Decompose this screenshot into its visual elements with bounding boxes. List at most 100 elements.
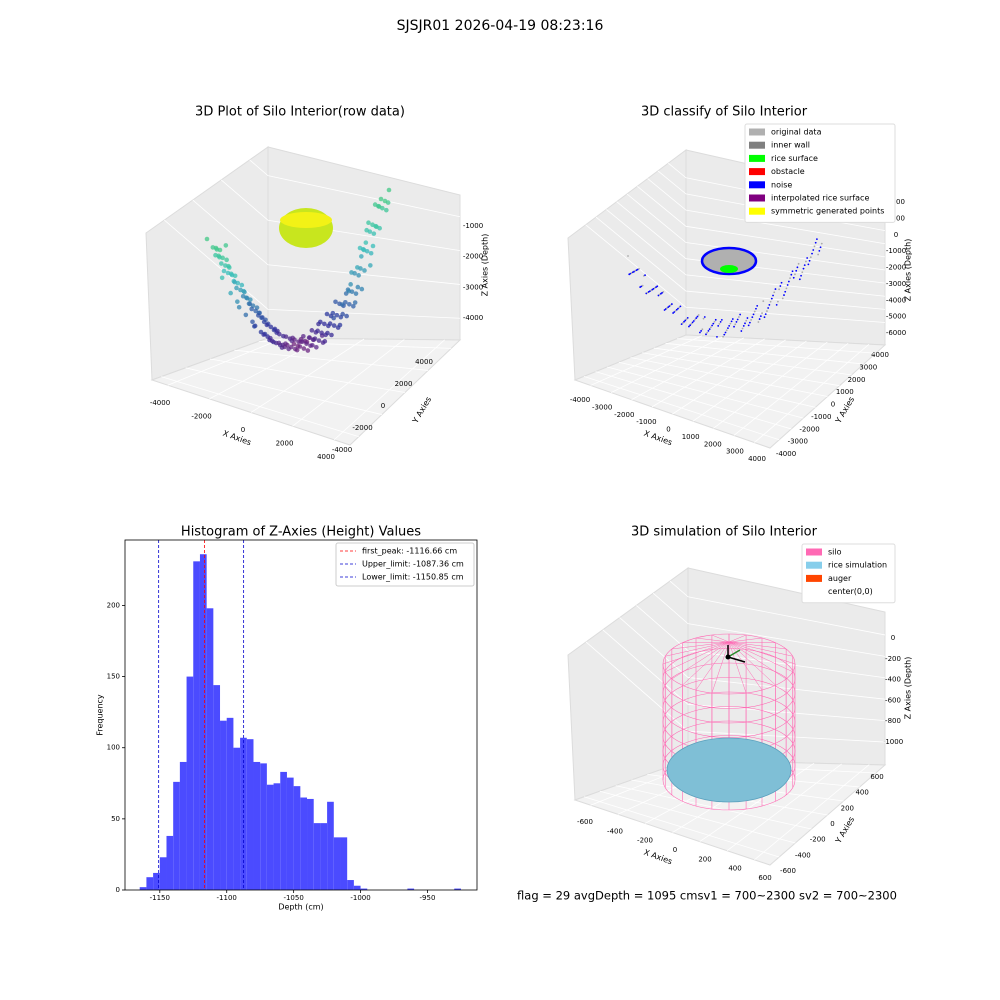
point-cloud-dot: [813, 245, 816, 248]
histogram-bar: [240, 737, 247, 890]
x-tick-label: -1100: [217, 894, 237, 902]
point-cloud-dot: [784, 290, 787, 293]
grid-line: [677, 338, 876, 354]
point-cloud-dot: [294, 347, 300, 353]
point-cloud-dot: [751, 316, 754, 319]
legend-swatch: [749, 141, 765, 149]
point-cloud-dot: [331, 323, 337, 328]
point-cloud-dot: [709, 326, 712, 329]
point-cloud-dot: [300, 339, 305, 344]
point-cloud-dot: [801, 271, 804, 274]
point-cloud-dot: [757, 321, 760, 323]
point-cloud-dot: [656, 285, 659, 288]
z-tick-label: -1000: [886, 247, 906, 255]
point-cloud-dot: [355, 284, 361, 290]
point-cloud-dot: [242, 289, 247, 295]
point-cloud-dot: [667, 306, 670, 309]
point-cloud-dot: [794, 273, 796, 276]
chart-title: Histogram of Z-Axies (Height) Values: [181, 525, 421, 540]
point-cloud-dot: [333, 299, 338, 305]
histogram-bar: [253, 761, 261, 890]
point-cloud-dot: [800, 274, 802, 277]
point-cloud-dot: [329, 332, 334, 338]
point-cloud-dot: [783, 294, 785, 296]
legend-box: [801, 543, 896, 604]
point-cloud-dot: [767, 307, 770, 309]
point-cloud-dot: [213, 252, 218, 258]
point-cloud-dot: [753, 310, 756, 313]
x-tick-label: 3000: [726, 448, 744, 456]
y-tick-label: 0: [831, 401, 835, 409]
x-tick-label: -1000: [636, 418, 656, 426]
silo-wire: [671, 641, 730, 650]
point-cloud-dot: [362, 268, 367, 273]
y-tick-label: 0: [830, 820, 834, 828]
point-cloud-dot: [796, 266, 799, 269]
point-cloud-dot: [766, 310, 768, 312]
point-cloud-dot: [359, 254, 364, 259]
legend-swatch: [806, 548, 822, 556]
point-cloud-dot: [720, 318, 723, 321]
point-cloud-dot: [747, 324, 750, 327]
x-tick-label: -600: [577, 818, 593, 826]
grid-line: [185, 367, 382, 415]
x-tick-label: 0: [666, 426, 670, 434]
point-cloud-dot: [330, 310, 336, 316]
point-cloud-dot: [384, 207, 389, 213]
chart-title: 3D classify of Silo Interior: [641, 105, 808, 120]
point-cloud-dot: [673, 311, 676, 313]
point-cloud-dot: [224, 257, 229, 263]
point-cloud-dot: [809, 256, 812, 259]
point-cloud-dot: [717, 325, 720, 327]
x-tick-label: 600: [758, 874, 771, 882]
inner-wall: [700, 246, 758, 276]
z-tick-label: -600: [885, 696, 901, 704]
histogram-bar: [233, 747, 241, 890]
point-cloud-dot: [269, 338, 275, 344]
point-cloud-dot: [734, 323, 737, 326]
point-cloud-dot: [728, 325, 731, 327]
axis-pane: [573, 334, 887, 449]
histogram-bar: [166, 835, 174, 890]
histogram-bar: [213, 685, 221, 890]
x-axis-label: Depth (cm): [278, 903, 323, 912]
point-cloud-dot: [691, 321, 694, 324]
point-cloud-dot: [763, 316, 766, 319]
x-tick-label: 200: [698, 855, 711, 863]
y-tick-label: 0: [116, 886, 120, 894]
y-axis-label: Frequency: [96, 694, 105, 736]
point-cloud-dot: [204, 236, 210, 242]
silo-ring: [662, 662, 796, 724]
point-cloud-dot: [730, 320, 733, 323]
y-tick-label: -600: [780, 867, 796, 875]
point-cloud-dot: [285, 342, 290, 348]
grid-line: [665, 342, 864, 365]
point-cloud-dot: [374, 224, 379, 230]
point-cloud-dot: [289, 344, 294, 350]
z-tick-label: -400: [885, 676, 901, 684]
point-cloud-dot: [708, 328, 711, 331]
histogram-bar: [226, 717, 234, 890]
point-cloud-dot: [324, 311, 330, 317]
point-cloud-dot: [701, 328, 704, 331]
point-cloud-dot: [247, 301, 253, 307]
point-cloud-dot: [276, 340, 282, 346]
grid-line: [602, 629, 886, 722]
point-cloud-dot: [234, 285, 239, 291]
z-tick-label: -3000: [463, 283, 483, 291]
footer-text: flag = 29 avgDepth = 1095 cmsv1 = 700~23…: [517, 889, 897, 903]
point-cloud-dot: [352, 300, 358, 305]
point-cloud-dot: [735, 321, 738, 323]
point-cloud-dot: [752, 313, 755, 316]
point-cloud-dot: [742, 325, 745, 327]
point-cloud-dot: [689, 324, 692, 327]
histogram-bar: [173, 781, 180, 890]
legend-label: inner wall: [771, 141, 810, 150]
point-cloud-dot: [322, 321, 327, 327]
point-cloud-dot: [792, 276, 795, 279]
auger: [727, 656, 746, 663]
grid-line: [636, 605, 886, 679]
z-tick-label: -200: [885, 655, 901, 663]
grid-line: [220, 179, 461, 251]
figure-title: SJSJR01 2026-04-19 08:23:16: [397, 18, 604, 34]
